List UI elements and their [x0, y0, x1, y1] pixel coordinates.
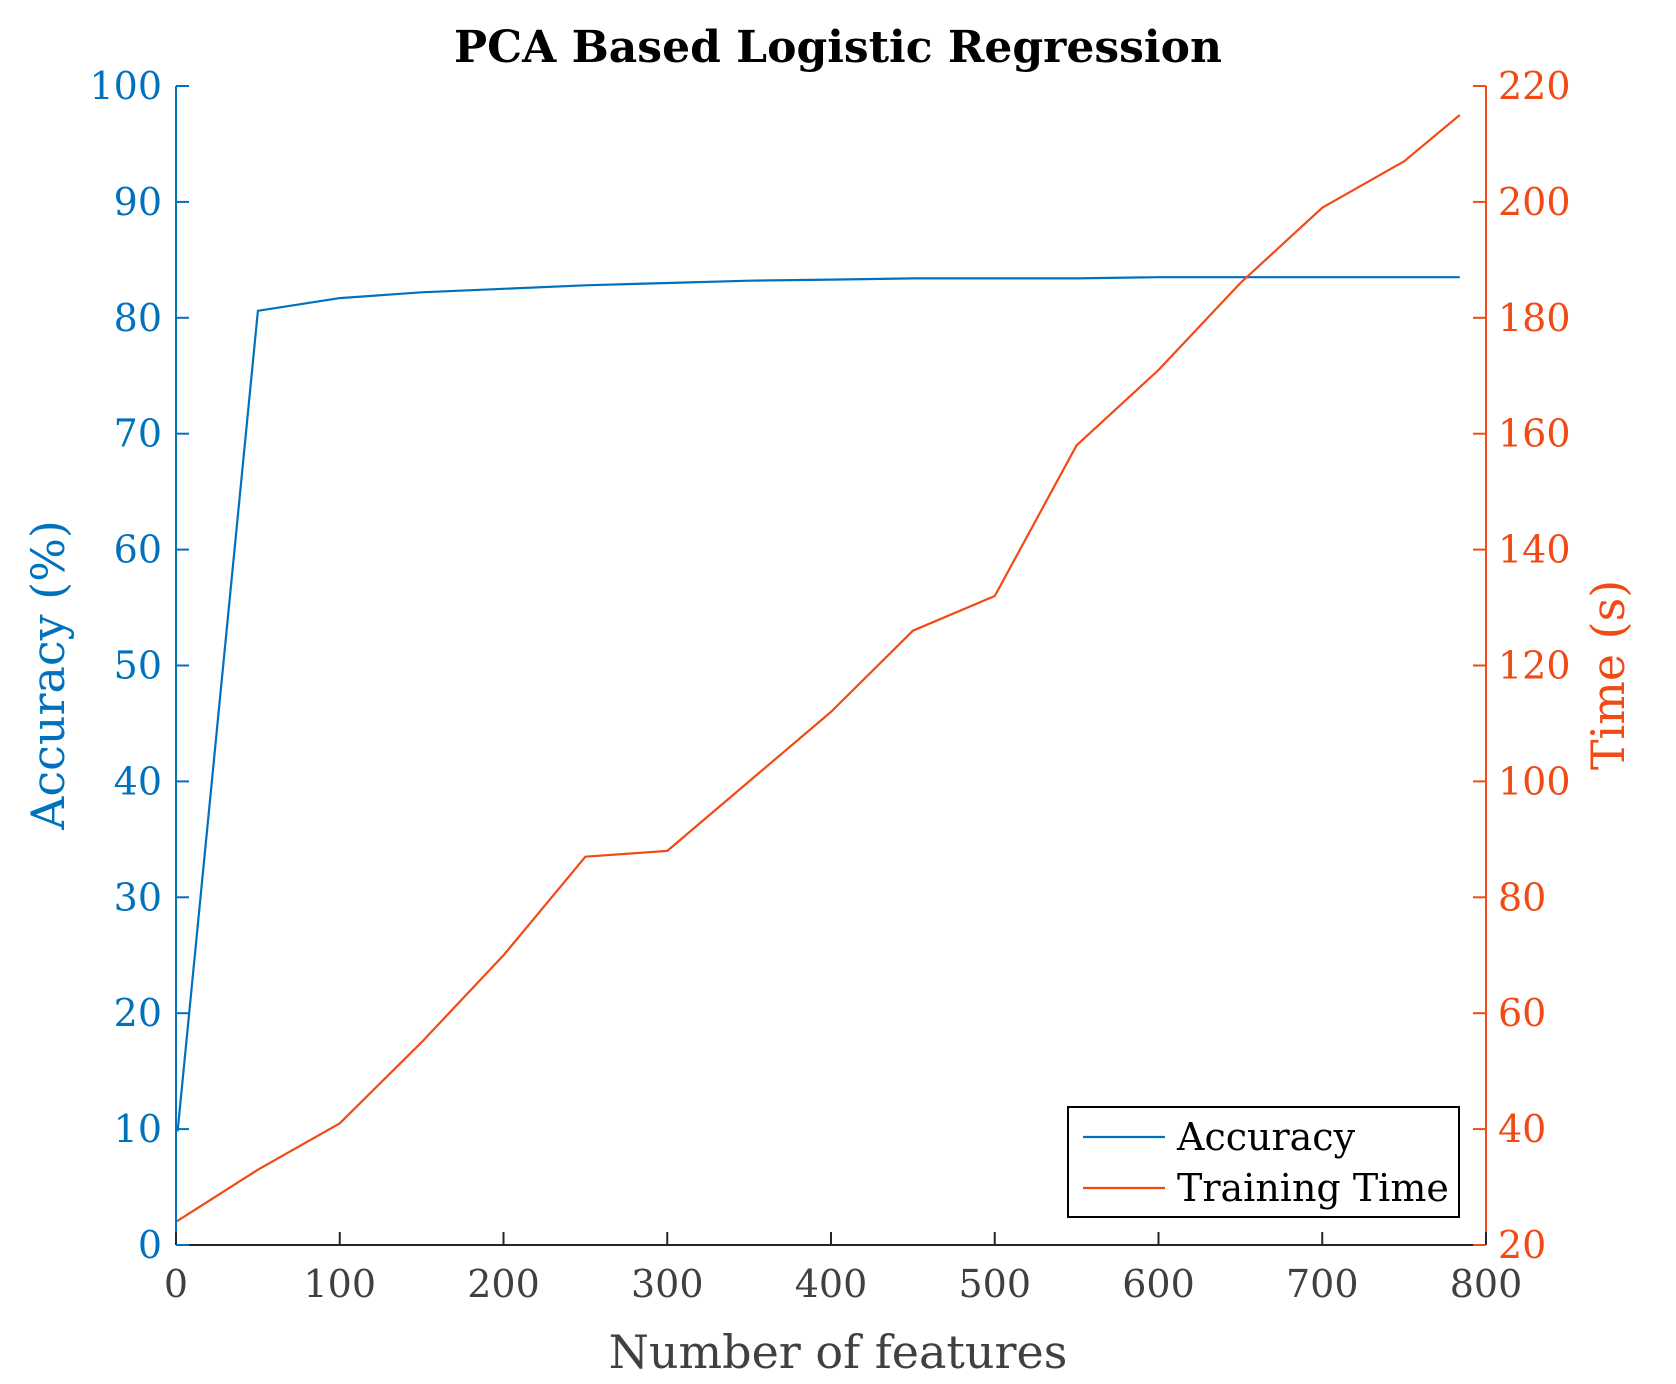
- y-right-tick-label: 60: [1498, 991, 1546, 1035]
- y-left-tick-label: 10: [114, 1107, 162, 1151]
- y-left-tick-label: 50: [114, 644, 162, 688]
- y-right-tick-label: 20: [1498, 1223, 1546, 1267]
- y-right-tick-label: 140: [1498, 528, 1571, 572]
- x-tick-label: 500: [958, 1262, 1031, 1306]
- y-right-tick-label: 180: [1498, 296, 1571, 340]
- y-right-tick-label: 200: [1498, 180, 1571, 224]
- y-axis-left-label: Accuracy (%): [21, 520, 75, 831]
- legend-label-accuracy: Accuracy: [1176, 1115, 1356, 1159]
- x-tick-label: 600: [1122, 1262, 1195, 1306]
- legend: Accuracy Training Time: [1067, 1106, 1460, 1218]
- y-right-tick-label: 100: [1498, 759, 1571, 803]
- y-right-tick-label: 120: [1498, 644, 1571, 688]
- chart-title: PCA Based Logistic Regression: [454, 22, 1222, 73]
- x-tick-label: 300: [631, 1262, 704, 1306]
- y-left-tick-label: 70: [114, 412, 162, 456]
- y-left-tick-label: 90: [114, 180, 162, 224]
- x-tick-label: 800: [1450, 1262, 1523, 1306]
- y-axis-right-label: Time (s): [1581, 580, 1635, 770]
- y-left-tick-label: 0: [138, 1223, 162, 1267]
- legend-label-training-time: Training Time: [1177, 1166, 1449, 1210]
- x-axis-label: Number of features: [609, 1325, 1068, 1379]
- y-left-tick-label: 80: [114, 296, 162, 340]
- y-left-tick-label: 20: [114, 991, 162, 1035]
- x-tick-label: 700: [1286, 1262, 1359, 1306]
- y-right-tick-label: 220: [1498, 64, 1571, 108]
- x-tick-label: 200: [467, 1262, 540, 1306]
- y-right-tick-label: 160: [1498, 412, 1571, 456]
- y-left-tick-label: 40: [114, 759, 162, 803]
- series-line-training-time: [175, 114, 1461, 1223]
- series-line-accuracy: [176, 276, 1460, 1132]
- y-left-tick-label: 100: [89, 64, 162, 108]
- y-right-tick-label: 80: [1498, 875, 1546, 919]
- x-tick-label: 100: [303, 1262, 376, 1306]
- y-right-tick-label: 40: [1498, 1107, 1546, 1151]
- x-tick-label: 400: [795, 1262, 868, 1306]
- legend-box: [1067, 1106, 1460, 1218]
- y-left-tick-label: 30: [114, 875, 162, 919]
- x-tick-label: 0: [164, 1262, 188, 1306]
- plot-area: [175, 114, 1461, 1223]
- axes: 0 100 200 300 400 500 600 700 800 0 10 20 30 40 50 60 70…: [89, 64, 1570, 1306]
- y-left-tick-label: 60: [114, 528, 162, 572]
